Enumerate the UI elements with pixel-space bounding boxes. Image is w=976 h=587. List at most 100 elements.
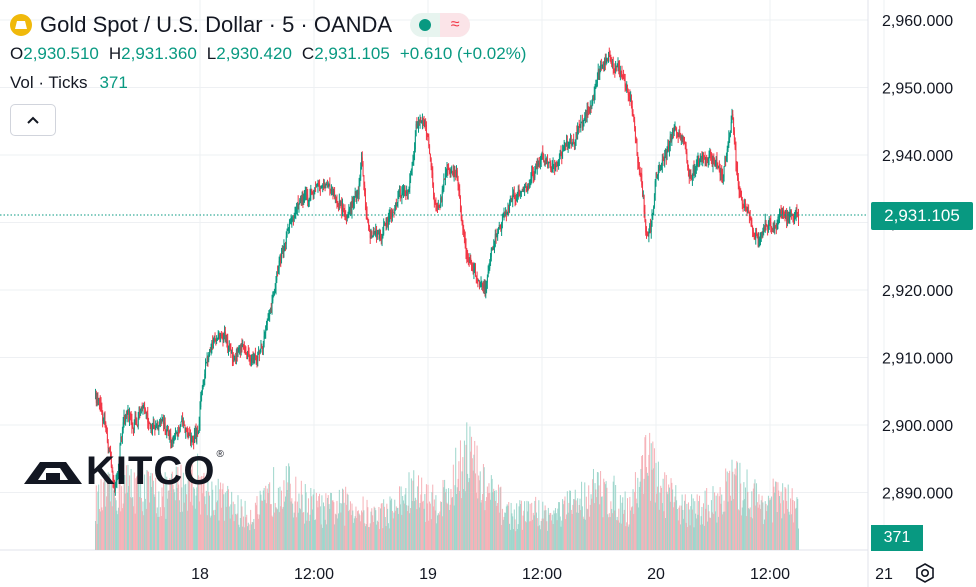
volume-bar [495, 490, 497, 550]
candle-body [762, 232, 764, 234]
volume-bar [440, 501, 442, 550]
volume-bar [507, 505, 509, 550]
volume-bar [585, 519, 587, 550]
candle-body [623, 78, 625, 81]
candle-body [492, 247, 494, 250]
candle-body [759, 239, 761, 241]
volume-bar [765, 503, 767, 550]
candle-body [155, 426, 157, 430]
candle-body [689, 173, 691, 178]
volume-bar [596, 497, 598, 550]
candle-body [568, 144, 570, 146]
candle-body [186, 427, 187, 429]
candle-body [169, 433, 171, 436]
volume-bar [622, 497, 624, 550]
candle-body [290, 222, 292, 224]
volume-bar [197, 453, 199, 550]
volume-bar [159, 516, 161, 550]
candle-body [704, 158, 706, 160]
candle-body [669, 136, 671, 146]
volume-bar [673, 502, 675, 550]
volume-bar [105, 506, 107, 550]
candle-body [340, 202, 342, 204]
candle-body [791, 214, 793, 215]
volume-bar [566, 491, 568, 550]
volume-bar [302, 512, 304, 550]
volume-bar [389, 496, 391, 550]
gear-icon[interactable] [912, 561, 938, 585]
volume-bar [97, 491, 99, 550]
candle-body [371, 230, 373, 236]
volume-bar [407, 505, 409, 550]
volume-bar [608, 517, 609, 550]
volume-bar [748, 508, 750, 550]
candle-body [697, 158, 699, 163]
candle-body [431, 167, 433, 173]
gold-coin-icon [10, 14, 32, 36]
candle-body [655, 174, 657, 182]
volume-bar [127, 464, 129, 550]
volume-bar [577, 498, 579, 550]
candle-body [166, 430, 168, 433]
candle-body [171, 440, 173, 442]
candle-body [569, 141, 571, 145]
volume-bar [703, 525, 705, 550]
candle-body [95, 393, 96, 398]
candle-body [628, 95, 630, 97]
volume-bar [616, 516, 618, 550]
volume-bar [414, 501, 416, 550]
candle-body [246, 353, 248, 355]
candle-body [279, 259, 281, 261]
candle-body [121, 436, 123, 438]
candle-body [117, 473, 119, 475]
volume-bar [531, 502, 533, 550]
candle-body [423, 119, 425, 125]
candle-body [668, 144, 670, 150]
volume-bar [254, 528, 256, 550]
volume-bar [504, 512, 506, 550]
volume-bar [437, 513, 439, 550]
candle-body [608, 54, 610, 56]
candle-body [399, 189, 401, 196]
candle-body [604, 58, 605, 65]
volume-bar [193, 488, 195, 550]
volume-bar [513, 529, 514, 550]
volume-bar [472, 470, 474, 550]
candle-body [395, 202, 396, 209]
candle-body [348, 209, 350, 213]
collapse-legend-button[interactable] [10, 104, 56, 136]
volume-bar [178, 500, 180, 550]
volume-bar [445, 488, 447, 550]
volume-bar [153, 494, 155, 550]
candle-body [211, 342, 213, 350]
candle-body [291, 221, 293, 223]
volume-bar [298, 493, 300, 550]
volume-bar [297, 512, 299, 550]
candle-body [346, 214, 347, 218]
volume-bar [768, 500, 770, 550]
candle-body [536, 164, 538, 170]
volume-legend[interactable]: Vol · Ticks 371 [10, 70, 536, 96]
candle-body [504, 212, 506, 215]
candle-body [125, 415, 127, 422]
volume-bar [274, 503, 276, 550]
volume-bar [453, 505, 455, 550]
candle-body [168, 435, 170, 437]
candle-body [796, 208, 798, 213]
symbol-title[interactable]: Gold Spot / U.S. Dollar · 5 · OANDA [40, 12, 393, 37]
change-value: +0.610 (+0.02%) [399, 44, 527, 63]
volume-bar [570, 509, 572, 550]
candle-body [653, 207, 655, 214]
volume-bar [247, 526, 248, 550]
volume-bar [106, 496, 108, 550]
candle-body [713, 159, 715, 161]
candle-body [711, 158, 713, 167]
candle-body [770, 221, 772, 228]
volume-bar [611, 513, 613, 550]
candle-body [645, 219, 647, 233]
volume-bar [741, 515, 742, 550]
market-status-pill[interactable]: ≈ [410, 13, 471, 37]
volume-bar [486, 486, 488, 550]
candle-body [140, 407, 142, 410]
volume-bar [140, 497, 142, 550]
